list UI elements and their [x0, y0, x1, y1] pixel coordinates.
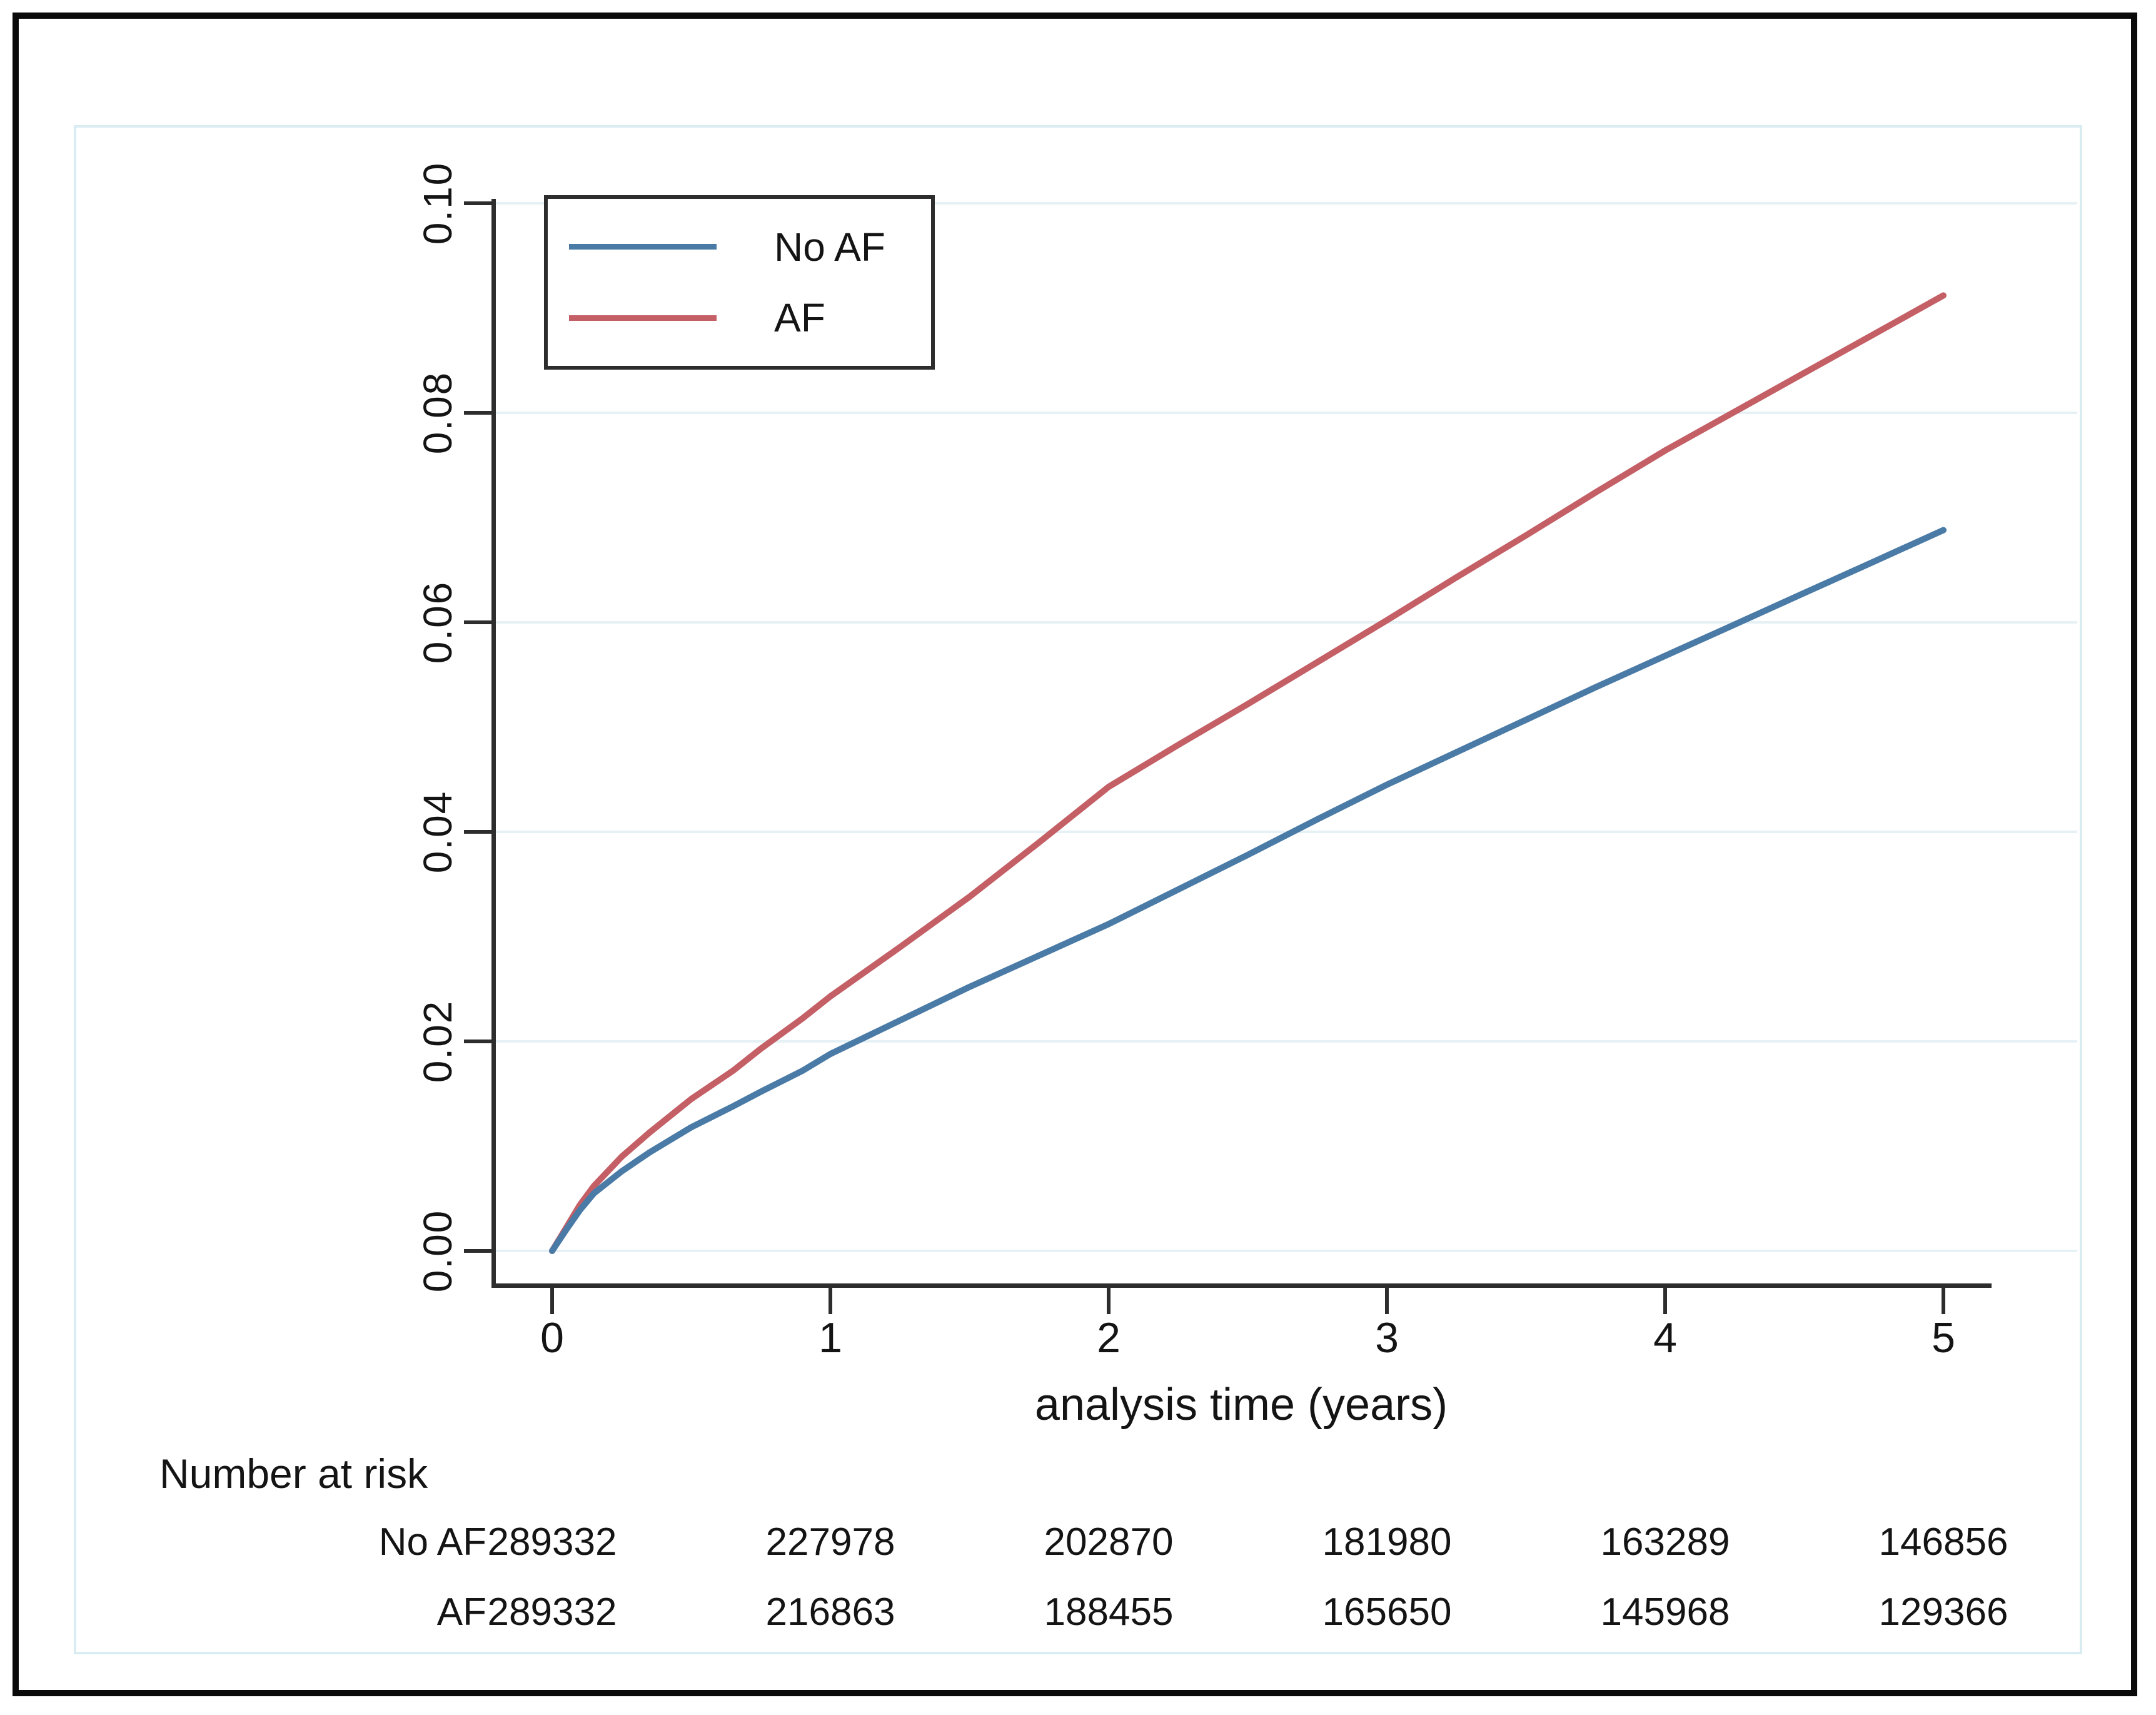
gridline-y-0.02 [496, 1040, 2077, 1043]
x-axis-title: analysis time (years) [1034, 1380, 1448, 1430]
no-af-curve-line [549, 527, 1947, 1254]
graph-region [74, 125, 2082, 1654]
x-tick-label-2: 2 [1097, 1314, 1121, 1362]
legend-box: No AF AF [544, 195, 935, 370]
x-tick-1 [829, 1288, 832, 1314]
y-tick-label-0.00: 0.00 [415, 1209, 460, 1293]
no-af-line-swatch [569, 244, 717, 250]
risk-value-no-af-year-4: 163289 [1600, 1520, 1730, 1564]
y-tick-0.06 [464, 620, 491, 624]
x-tick-3 [1385, 1288, 1389, 1314]
y-tick-label-0.02: 0.02 [415, 999, 460, 1083]
risk-value-no-af-year-2: 202870 [1044, 1520, 1174, 1564]
x-tick-4 [1663, 1288, 1667, 1314]
y-tick-0.08 [464, 411, 491, 415]
y-tick-label-0.10: 0.10 [415, 161, 460, 245]
legend-label-af: AF [774, 295, 825, 341]
y-tick-label-0.08: 0.08 [415, 371, 460, 455]
risk-value-no-af-year-5: 146856 [1878, 1520, 2008, 1564]
risk-value-af-year-3: 165650 [1322, 1591, 1452, 1634]
y-axis-line [491, 199, 496, 1288]
risk-value-af-year-4: 145968 [1600, 1591, 1730, 1634]
x-tick-label-5: 5 [1932, 1314, 1955, 1362]
gridline-y-0.1 [496, 202, 2077, 205]
x-tick-label-0: 0 [540, 1314, 564, 1362]
y-tick-0.04 [464, 830, 491, 834]
risk-value-no-af-year-1: 227978 [765, 1520, 895, 1564]
gridline-y-0.08 [496, 412, 2077, 414]
y-tick-label-0.04: 0.04 [415, 790, 460, 874]
x-tick-label-3: 3 [1375, 1314, 1399, 1362]
risk-table-title: Number at risk [159, 1450, 428, 1497]
risk-row-label-no-af: No AF [378, 1520, 486, 1564]
risk-row-label-af: AF [436, 1591, 486, 1634]
risk-value-af-year-2: 188455 [1044, 1591, 1174, 1634]
legend-item-no-af: No AF [548, 224, 931, 270]
x-tick-5 [1942, 1288, 1945, 1314]
x-tick-2 [1107, 1288, 1111, 1314]
y-tick-0.1 [464, 201, 491, 205]
gridline-y-0.06 [496, 621, 2077, 624]
x-axis-line [491, 1283, 1992, 1288]
af-line-swatch [569, 315, 717, 321]
y-tick-0.02 [464, 1040, 491, 1043]
gridline-y-0 [496, 1250, 2077, 1252]
x-tick-0 [550, 1288, 554, 1314]
af-curve-line [549, 292, 1947, 1254]
risk-value-af-year-1: 216863 [765, 1591, 895, 1634]
x-tick-label-1: 1 [819, 1314, 842, 1362]
legend-item-af: AF [548, 295, 931, 341]
risk-value-af-year-5: 129366 [1878, 1591, 2008, 1634]
risk-value-no-af-year-0: 289332 [487, 1520, 617, 1564]
risk-value-no-af-year-3: 181980 [1322, 1520, 1452, 1564]
y-tick-label-0.06: 0.06 [415, 580, 460, 664]
risk-value-af-year-0: 289332 [487, 1591, 617, 1634]
x-tick-label-4: 4 [1653, 1314, 1677, 1362]
legend-label-no-af: No AF [774, 224, 885, 270]
y-tick-0 [464, 1249, 491, 1253]
